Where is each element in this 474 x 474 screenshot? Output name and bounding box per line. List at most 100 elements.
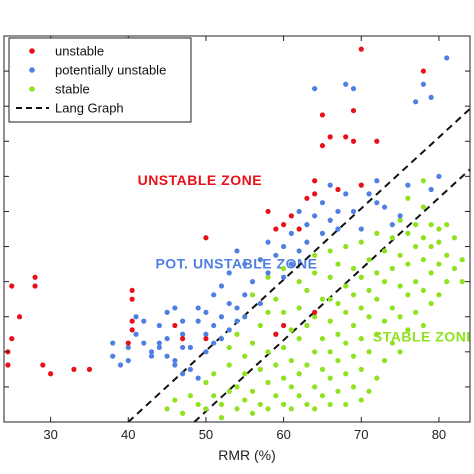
point-stable-15 <box>242 371 248 377</box>
point-stable-116 <box>413 243 419 250</box>
point-stable-46 <box>304 401 310 408</box>
point-unstable-24 <box>296 226 302 232</box>
point-stable-128 <box>436 292 442 298</box>
point-stable-67 <box>335 300 341 307</box>
point-stable-119 <box>420 287 426 294</box>
point-stable-27 <box>265 406 271 412</box>
point-stable-30 <box>273 393 279 399</box>
point-stable-145 <box>312 252 318 258</box>
point-unstable-6 <box>5 362 11 368</box>
point-stable-47 <box>304 322 310 329</box>
point-potentially-unstable-66 <box>327 217 333 223</box>
point-stable-74 <box>343 243 349 250</box>
point-stable-13 <box>234 384 240 390</box>
point-potentially-unstable-69 <box>343 191 349 197</box>
x-axis: 30 40 50 60 70 80 <box>4 35 470 442</box>
point-unstable-29 <box>319 143 326 149</box>
point-unstable-38 <box>374 138 380 144</box>
x-tick-label-2: 50 <box>199 427 213 442</box>
point-stable-56 <box>319 336 326 342</box>
point-unstable-19 <box>203 336 209 342</box>
point-potentially-unstable-60 <box>304 222 310 228</box>
point-unstable-11 <box>129 318 135 324</box>
point-stable-53 <box>312 270 318 276</box>
point-potentially-unstable-82 <box>420 81 426 87</box>
point-stable-111 <box>405 261 411 267</box>
point-stable-63 <box>327 248 333 254</box>
point-stable-40 <box>288 327 294 333</box>
point-potentially-unstable-14 <box>164 336 170 342</box>
point-stable-78 <box>350 292 357 298</box>
point-stable-88 <box>366 314 372 320</box>
zone-label-0: UNSTABLE ZONE <box>138 172 262 188</box>
point-unstable-41 <box>312 309 318 315</box>
lang-graph-line-1 <box>193 168 470 422</box>
point-potentially-unstable-42 <box>234 318 240 324</box>
point-potentially-unstable-46 <box>242 261 248 267</box>
point-stable-117 <box>413 222 419 228</box>
point-stable-85 <box>358 239 364 245</box>
point-stable-62 <box>327 274 333 280</box>
point-stable-33 <box>281 375 287 381</box>
point-stable-54 <box>319 393 326 399</box>
point-stable-0 <box>164 406 170 412</box>
point-stable-52 <box>312 314 318 320</box>
point-potentially-unstable-35 <box>218 314 225 320</box>
point-stable-141 <box>281 265 287 272</box>
point-stable-32 <box>273 296 279 302</box>
point-stable-64 <box>335 388 341 394</box>
point-stable-2 <box>180 410 186 416</box>
point-stable-57 <box>319 296 326 302</box>
point-stable-135 <box>451 265 458 272</box>
point-potentially-unstable-3 <box>125 344 131 351</box>
point-potentially-unstable-77 <box>381 204 388 210</box>
point-stable-136 <box>451 235 458 241</box>
point-stable-140 <box>265 274 271 280</box>
x-tick-label-0: 30 <box>43 427 57 442</box>
point-stable-9 <box>218 415 225 421</box>
point-unstable-23 <box>288 213 294 219</box>
point-stable-127 <box>428 222 434 228</box>
point-stable-131 <box>436 226 442 232</box>
point-unstable-30 <box>327 134 333 140</box>
point-stable-16 <box>242 397 248 403</box>
point-stable-99 <box>381 248 388 254</box>
point-potentially-unstable-29 <box>203 309 209 315</box>
point-potentially-unstable-73 <box>358 226 364 232</box>
point-potentially-unstable-84 <box>428 186 434 193</box>
point-stable-103 <box>389 235 395 241</box>
x-axis-title: RMR (%) <box>218 447 276 463</box>
point-potentially-unstable-34 <box>211 292 217 298</box>
point-stable-20 <box>249 340 256 346</box>
point-potentially-unstable-5 <box>133 314 139 320</box>
point-unstable-13 <box>129 327 135 333</box>
point-stable-93 <box>374 296 380 302</box>
legend-marker-0 <box>29 48 35 54</box>
point-stable-3 <box>187 393 193 399</box>
point-potentially-unstable-38 <box>226 327 232 333</box>
point-potentially-unstable-40 <box>226 270 232 276</box>
point-potentially-unstable-22 <box>180 344 186 351</box>
point-potentially-unstable-39 <box>226 300 232 307</box>
point-unstable-31 <box>335 186 341 193</box>
point-unstable-14 <box>129 287 135 294</box>
point-stable-115 <box>413 279 419 285</box>
point-stable-7 <box>211 393 217 399</box>
point-stable-44 <box>296 305 302 311</box>
point-potentially-unstable-75 <box>374 200 380 206</box>
point-potentially-unstable-12 <box>156 322 162 329</box>
point-stable-43 <box>296 336 302 342</box>
point-potentially-unstable-49 <box>257 257 263 263</box>
point-stable-109 <box>405 327 411 333</box>
point-unstable-27 <box>312 178 318 184</box>
point-potentially-unstable-45 <box>242 314 248 320</box>
point-stable-80 <box>358 397 364 403</box>
point-stable-82 <box>358 336 364 342</box>
point-stable-45 <box>304 362 310 368</box>
point-potentially-unstable-80 <box>405 182 411 188</box>
point-potentially-unstable-13 <box>156 340 162 346</box>
point-unstable-25 <box>304 195 310 201</box>
point-unstable-28 <box>319 112 326 118</box>
point-unstable-40 <box>281 322 287 329</box>
point-stable-86 <box>366 388 372 394</box>
